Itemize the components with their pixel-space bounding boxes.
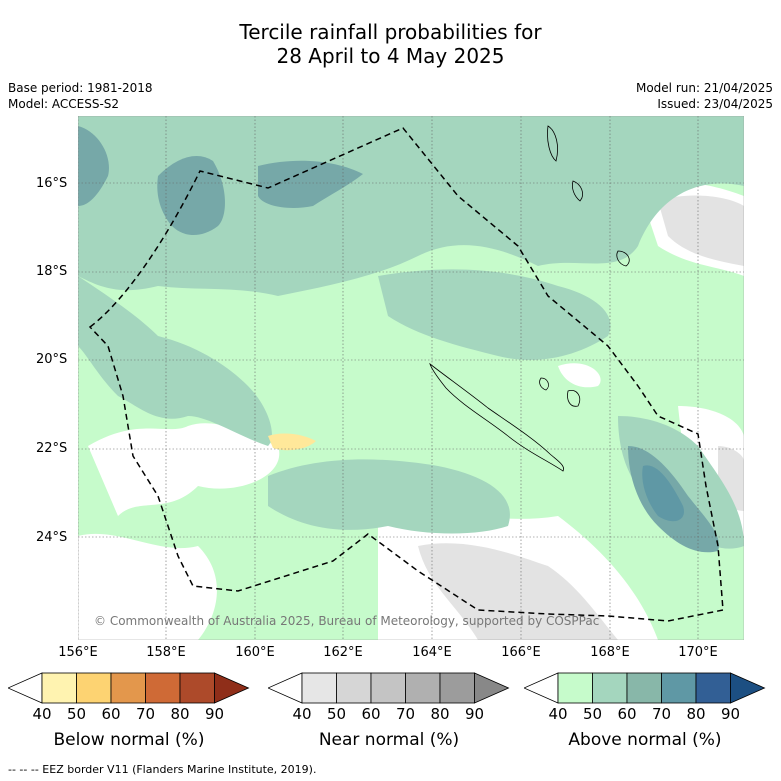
colorbar-tick-label: 70 (395, 705, 416, 723)
colorbar-tick-label: 80 (170, 705, 190, 723)
colorbar-segment (110, 672, 146, 704)
colorbar-tick-label: 40 (292, 705, 312, 723)
model-name: Model: ACCESS-S2 (8, 97, 120, 111)
below-normal-40-area (268, 433, 316, 451)
colorbar-tick-label: 80 (686, 705, 706, 723)
coast-new-caledonia (429, 362, 565, 472)
colorbar-near-normal (268, 672, 510, 704)
copyright-text: © Commonwealth of Australia 2025, Bureau… (94, 614, 600, 628)
near-normal-area-south (418, 543, 618, 640)
colorbar-tick-label: 70 (135, 705, 156, 723)
lon-label-156: 156°E (58, 645, 98, 660)
colorbar-below-normal (8, 672, 250, 704)
colorbar-label-above: Above normal (%) (568, 730, 722, 750)
eez-border (88, 127, 724, 622)
title-line-2: 28 April to 4 May 2025 (276, 44, 505, 68)
colorbar-tick-label: 90 (204, 705, 225, 723)
meta-right: Model run: 21/04/2025 Issued: 23/04/2025 (636, 80, 773, 112)
meta-left: Base period: 1981-2018 Model: ACCESS-S2 (8, 80, 153, 112)
colorbar-tick-label: 60 (617, 705, 637, 723)
above-normal-60-area-nw (78, 126, 109, 206)
colorbar-segment (592, 672, 628, 704)
no-signal-area-center (558, 363, 601, 388)
colorbar-max-extend (214, 672, 250, 704)
lat-label-16: 16°S (36, 176, 68, 191)
lon-label-170: 170°E (678, 645, 718, 660)
colorbar-max-extend (730, 672, 766, 704)
issued-date: Issued: 23/04/2025 (657, 97, 773, 111)
colorbar-tick-label: 40 (32, 705, 52, 723)
lon-label-162: 162°E (323, 645, 363, 660)
colorbar-tick-label: 50 (326, 705, 347, 723)
colorbar-tick-label: 70 (651, 705, 672, 723)
colorbar-tick-label: 90 (720, 705, 741, 723)
graticule (78, 116, 744, 640)
map-title: Tercile rainfall probabilities for 28 Ap… (0, 20, 781, 68)
lat-label-18: 18°S (36, 264, 68, 279)
colorbar-segment (301, 672, 337, 704)
colorbar-segment (145, 672, 181, 704)
colorbar-segment (439, 672, 475, 704)
colorbar-segment (370, 672, 406, 704)
lon-label-158: 158°E (146, 645, 186, 660)
base-period: Base period: 1981-2018 (8, 81, 153, 95)
colorbar-label-below: Below normal (%) (53, 730, 205, 750)
probability-map (78, 116, 744, 640)
colorbar-max-extend (474, 672, 510, 704)
coast-vanuatu-2 (572, 180, 583, 202)
colorbar-tick-label: 60 (361, 705, 381, 723)
above-normal-50-area-west (78, 276, 272, 446)
colorbar-tick-label: 80 (430, 705, 450, 723)
lon-label-166: 166°E (501, 645, 541, 660)
colorbar-segment (76, 672, 112, 704)
lat-label-20: 20°S (36, 352, 68, 367)
colorbar-min-extend (268, 672, 303, 704)
colorbar-tick-label: 90 (464, 705, 485, 723)
lat-label-24: 24°S (36, 530, 68, 545)
coast-vanuatu-1 (547, 125, 558, 162)
model-run: Model run: 21/04/2025 (635, 81, 773, 95)
colorbar-above-normal (524, 672, 766, 704)
colorbar-min-extend (8, 672, 43, 704)
colorbar-segment (557, 672, 593, 704)
coast-vanuatu-3 (616, 250, 630, 267)
coastlines (429, 125, 630, 472)
colorbar-min-extend (524, 672, 559, 704)
lon-label-168: 168°E (590, 645, 630, 660)
colorbar-tick-label: 50 (582, 705, 603, 723)
above-normal-60-area-nc (258, 160, 363, 208)
colorbar-segment (661, 672, 697, 704)
title-line-1: Tercile rainfall probabilities for (239, 20, 542, 44)
above-normal-50-area-north (78, 116, 744, 296)
coast-loyalty-1 (567, 389, 581, 407)
above-normal-60-area-n (157, 156, 225, 236)
colorbar-segment (179, 672, 215, 704)
colorbar-segment (626, 672, 662, 704)
colorbar-tick-label: 50 (66, 705, 87, 723)
colorbar-tick-label: 40 (548, 705, 568, 723)
near-normal-area-east (658, 195, 744, 266)
lon-label-160: 160°E (235, 645, 275, 660)
lat-label-22: 22°S (36, 441, 68, 456)
colorbar-segment (336, 672, 372, 704)
above-normal-50-area-center (378, 269, 611, 360)
above-normal-70-area-se (642, 465, 684, 522)
no-signal-area-southwest (78, 533, 217, 640)
colorbar-segment (41, 672, 77, 704)
no-signal-area-west (88, 423, 280, 516)
colorbar-label-near: Near normal (%) (318, 730, 460, 750)
colorbar-tick-label: 60 (101, 705, 121, 723)
colorbar-segment (695, 672, 731, 704)
lon-label-164: 164°E (412, 645, 452, 660)
eez-footnote: -- -- -- EEZ border V11 (Flanders Marine… (8, 763, 317, 776)
coast-loyalty-2 (539, 377, 549, 391)
colorbar-segment (405, 672, 441, 704)
above-normal-50-area-south (268, 459, 510, 534)
